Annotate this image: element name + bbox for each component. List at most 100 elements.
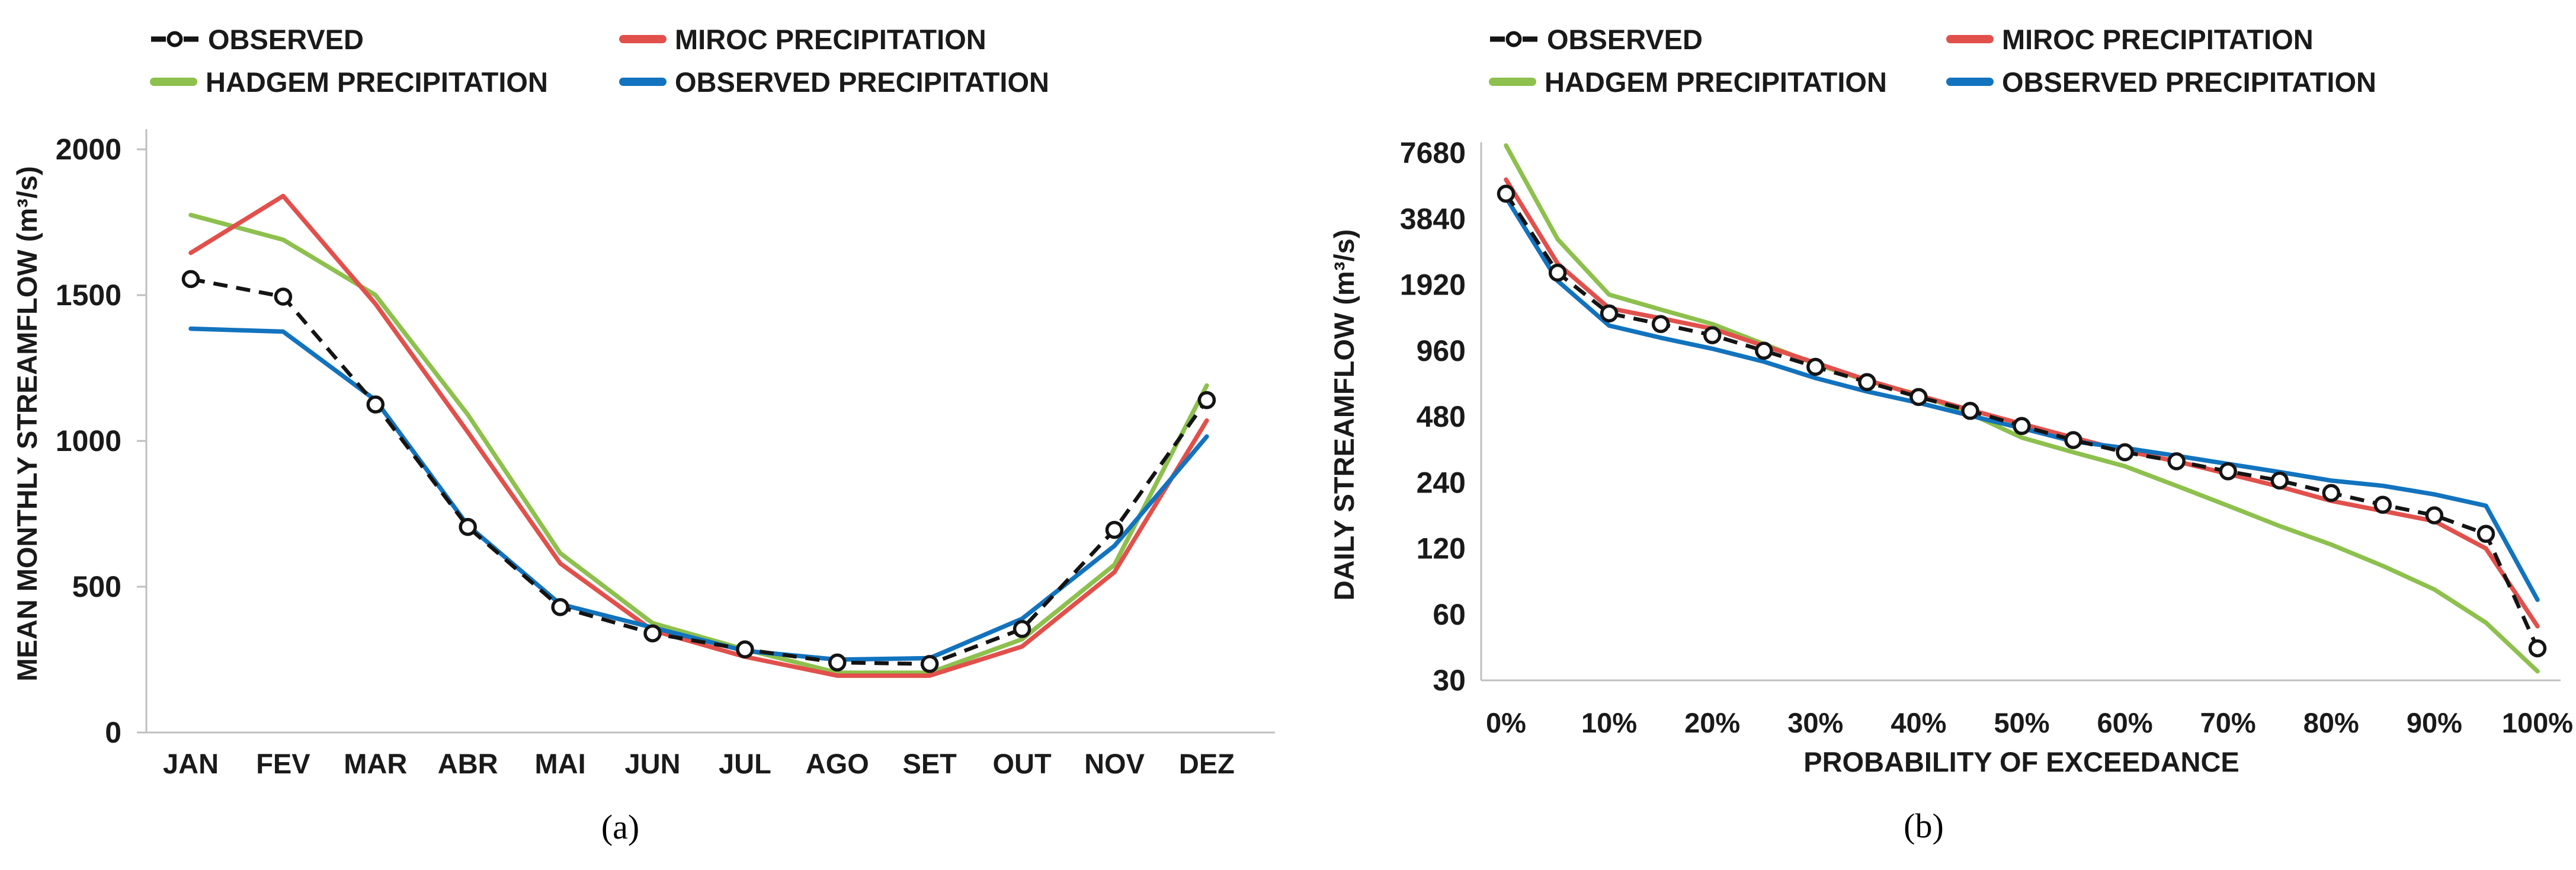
legend-item-hadgem-b: HADGEM PRECIPITATION	[1489, 66, 1887, 98]
observed-marker-circle	[366, 395, 385, 414]
observed-marker-circle	[736, 640, 754, 659]
observed-marker-circle	[2116, 443, 2134, 462]
legend-label-observed: OBSERVED	[1547, 23, 1703, 55]
observed-marker-circle	[1858, 373, 1876, 392]
y-tick-label: 7680	[1400, 136, 1466, 169]
observed-marker-circle	[1197, 391, 1216, 410]
observed-legend-marker-icon	[1490, 31, 1537, 47]
observed-marker-circle	[1961, 402, 1979, 420]
observed-marker-circle	[1548, 263, 1567, 282]
observed-marker-circle	[2013, 417, 2031, 436]
chart-b-x-axis-title: PROBABILITY OF EXCEEDANCE	[1803, 746, 2239, 778]
observed-marker-circle	[459, 517, 477, 536]
x-tick-label: 10%	[1581, 707, 1637, 738]
observed-marker-circle	[1600, 304, 1619, 323]
x-tick-label: 20%	[1684, 707, 1740, 738]
legend-item-obs-precip-a: OBSERVED PRECIPITATION	[619, 66, 1049, 98]
legend-label-obs-precip: OBSERVED PRECIPITATION	[2002, 66, 2376, 98]
y-tick-label: 480	[1417, 400, 1466, 433]
legend-label-observed: OBSERVED	[208, 23, 364, 55]
y-tick-label: 960	[1417, 334, 1466, 367]
x-category-label: JUL	[719, 748, 771, 779]
series-line-observed	[190, 277, 1209, 666]
observed-marker-circle	[2270, 471, 2289, 490]
legend-label-hadgem: HADGEM PRECIPITATION	[206, 66, 548, 98]
y-tick-label: 1000	[56, 424, 121, 458]
observed-marker-circle	[920, 655, 939, 673]
legend-label-hadgem: HADGEM PRECIPITATION	[1545, 66, 1887, 98]
observed-marker-circle	[1497, 184, 1516, 203]
x-category-label: JAN	[163, 748, 219, 779]
legend-label-miroc: MIROC PRECIPITATION	[675, 23, 986, 55]
legend-item-miroc-a: MIROC PRECIPITATION	[619, 23, 986, 55]
x-tick-label: 0%	[1486, 707, 1526, 738]
observed-marker-circle	[274, 287, 293, 306]
legend-label-miroc: MIROC PRECIPITATION	[2002, 23, 2314, 55]
caption-b: (b)	[1904, 807, 1944, 845]
chart-b-y-axis-title: DAILY STREAMFLOW (m³/s)	[1328, 229, 1360, 601]
y-tick-label: 60	[1433, 598, 1466, 631]
observed-marker-circle	[1703, 326, 1722, 344]
observed-marker-circle	[1013, 620, 1031, 638]
chart-a-panel: OBSERVED MIROC PRECIPITATION HADGEM PREC…	[11, 23, 1275, 846]
y-tick-label: 1920	[1400, 268, 1466, 302]
observed-marker-circle	[1909, 388, 1928, 407]
x-category-label: DEZ	[1179, 748, 1235, 779]
legend-item-observed-b: OBSERVED	[1489, 23, 1703, 55]
legend-swatch-hadgem-icon	[1489, 78, 1536, 86]
observed-marker-circle	[643, 624, 662, 642]
x-category-label: SET	[902, 748, 957, 779]
series-line-hadgem	[188, 212, 1209, 675]
observed-marker-circle	[181, 270, 200, 289]
observed-marker-circle	[2064, 431, 2082, 449]
x-tick-label: 90%	[2407, 707, 2462, 738]
legend-swatch-hadgem-icon	[150, 78, 197, 86]
x-tick-label: 30%	[1787, 707, 1843, 738]
observed-marker-circle	[2476, 524, 2495, 543]
x-category-label: JUN	[624, 748, 680, 779]
y-tick-label: 3840	[1400, 202, 1466, 235]
series-line-miroc	[1504, 177, 2540, 629]
x-tick-label: 70%	[2200, 707, 2256, 738]
y-tick-label: 30	[1433, 664, 1466, 697]
observed-marker-circle	[2373, 495, 2392, 514]
observed-marker-circle	[1806, 357, 1825, 376]
observed-marker-circle	[551, 598, 569, 616]
observed-marker-circle	[1755, 341, 1773, 360]
x-tick-label: 40%	[1891, 707, 1946, 738]
chart-b-panel: OBSERVED MIROC PRECIPITATION HADGEM PREC…	[1288, 0, 2576, 870]
y-tick-label: 500	[72, 570, 121, 603]
x-category-label: FEV	[256, 748, 310, 779]
legend-item-observed-a: OBSERVED	[150, 23, 364, 55]
y-tick-label: 240	[1417, 466, 1466, 499]
chart-a-canvas: 2000 1500 1000 500 0 JAN FEV MAR ABR MAI JUN JUL AGO…	[11, 129, 1275, 779]
observed-marker-circle	[2322, 484, 2341, 503]
x-tick-label: 100%	[2502, 707, 2573, 738]
chart-b-canvas: 7680 3840 1920 960 480 240 120 60 30 0% 10% 20% 30% 4…	[1328, 136, 2573, 778]
series-line-obs_precip	[1504, 195, 2540, 602]
y-tick-label: 1500	[56, 279, 121, 312]
caption-a: (a)	[601, 808, 640, 846]
legend-swatch-miroc-icon	[1946, 35, 1994, 43]
observed-marker-circle	[2219, 462, 2237, 481]
observed-marker-circle	[2167, 452, 2186, 471]
legend-label-obs-precip: OBSERVED PRECIPITATION	[675, 66, 1049, 98]
series-line-miroc	[188, 193, 1209, 678]
y-tick-label: 2000	[56, 133, 121, 166]
x-category-label: OUT	[992, 748, 1052, 779]
x-category-label: AGO	[806, 748, 869, 779]
x-tick-label: 80%	[2303, 707, 2359, 738]
series-line-hadgem	[1504, 143, 2540, 674]
legend-item-obs-precip-b: OBSERVED PRECIPITATION	[1946, 66, 2376, 98]
x-category-label: NOV	[1084, 748, 1145, 779]
legend-item-hadgem-a: HADGEM PRECIPITATION	[150, 66, 548, 98]
legend-swatch-miroc-icon	[619, 35, 667, 43]
chart-a-y-axis-title: MEAN MONTHLY STREAMFLOW (m³/s)	[11, 166, 43, 681]
observed-marker-circle	[1651, 315, 1670, 334]
x-category-label: MAR	[344, 748, 407, 779]
observed-marker-circle	[1105, 520, 1124, 539]
legend-swatch-obs-precip-icon	[1946, 78, 1994, 86]
observed-marker-circle	[2528, 639, 2547, 658]
x-category-label: MAI	[535, 748, 586, 779]
